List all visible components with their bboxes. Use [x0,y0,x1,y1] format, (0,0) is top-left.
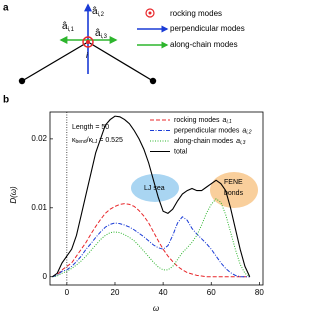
legend-name: total [174,148,188,155]
legend-symbol-sub: i,1 [226,119,232,125]
legend-name: along-chain modes [174,138,234,145]
legend-symbol: a [242,127,246,134]
region-label: bonds [224,190,244,197]
series-line [52,216,250,278]
panel-label: a [3,3,9,14]
x-axis-label: ω [153,304,159,313]
region-label: LJ sea [144,185,165,192]
x-tick-label: 60 [207,288,216,297]
annotation: Length = 50 [72,124,109,131]
legend-symbol-sub: i,3 [240,140,246,146]
vector-label: âi,3 [95,28,108,40]
vector-label: âi,1 [62,21,75,33]
legend-a [137,8,169,49]
series-line [52,203,250,278]
legend-label: rocking modes [170,9,222,18]
plot-frame [49,111,264,286]
legend-label: rocking modes ai,1 [174,117,232,125]
x-tick-label: 80 [255,288,264,297]
legend-label: total [174,148,188,155]
chain-diagram [18,3,157,85]
region-label: FENE [224,179,243,186]
legend-name: rocking modes [174,117,220,124]
figure: a âi,1 âi,2 âi,3 i rocking modes perpend… [3,3,264,313]
legend-name: perpendicular modes [174,127,240,134]
legend-label: perpendicular modes [170,24,245,33]
y-tick-label: 0.01 [31,203,47,212]
vector-label: âi,2 [92,6,105,18]
series-line [52,198,251,278]
y-tick-label: 0.02 [31,134,47,143]
y-axis-label: D(ω) [9,186,18,204]
site-label: i [86,51,88,60]
y-tick-label: 0 [43,272,48,281]
annotation: κbend/κLJ = 0.525 [72,137,123,145]
panel-label: b [3,95,9,106]
x-tick-label: 20 [111,288,120,297]
legend-symbol-sub: i,2 [246,130,252,136]
region-fene [210,172,258,208]
legend-label: along-chain modes ai,3 [174,138,246,146]
legend-symbol: a [223,117,227,124]
x-tick-label: 0 [65,288,70,297]
legend-label: perpendicular modes ai,2 [174,127,252,135]
region-lj [131,174,179,202]
series-line [52,115,251,278]
legend-symbol: a [236,138,240,145]
x-tick-label: 40 [159,288,168,297]
legend-label: along-chain modes [170,40,238,49]
